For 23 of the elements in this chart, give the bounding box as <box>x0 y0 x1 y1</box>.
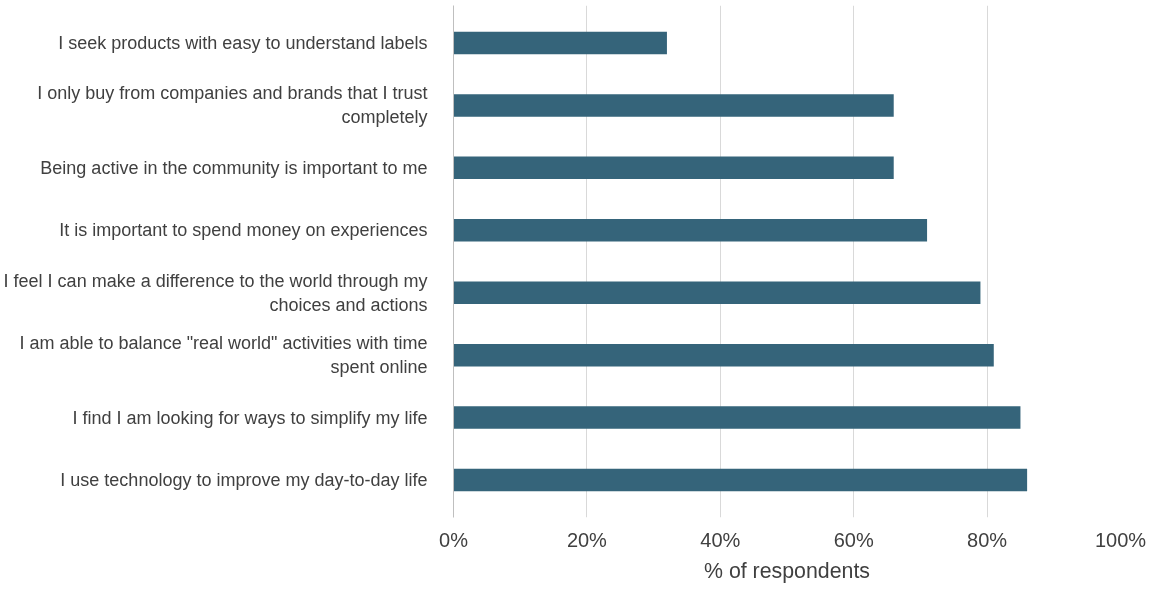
y-tick-label: I am able to balance "real world" activities with time spent online <box>19 333 428 378</box>
bar <box>453 468 1028 492</box>
x-tick-label: 60% <box>833 528 874 551</box>
y-tick-label: I feel I can make a difference to the world through my choices and actions <box>3 270 428 315</box>
bar <box>453 406 1021 429</box>
x-tick-label: 0% <box>439 528 469 551</box>
y-tick-label: I use technology to improve my day-to-day life <box>60 470 428 491</box>
bar <box>453 281 981 304</box>
bar <box>453 219 928 242</box>
bar <box>453 94 894 117</box>
y-tick-label: I find I am looking for ways to simplify my life <box>72 407 428 428</box>
x-axis-title: % of respondents <box>704 558 870 583</box>
x-tick-label: 20% <box>566 528 608 551</box>
bar <box>453 343 994 367</box>
y-tick-label: Being active in the community is important to me <box>40 157 428 178</box>
y-tick-label: I only buy from companies and brands that I trust completely <box>37 83 428 128</box>
y-tick-label: I seek products with easy to understand labels <box>58 32 428 53</box>
x-tick-label: 40% <box>700 528 741 551</box>
bar <box>453 156 894 180</box>
x-tick-label: 100% <box>1094 528 1147 551</box>
y-tick-label: It is important to spend money on experiences <box>59 220 428 241</box>
bar <box>453 31 667 55</box>
x-tick-label: 80% <box>967 528 1008 551</box>
